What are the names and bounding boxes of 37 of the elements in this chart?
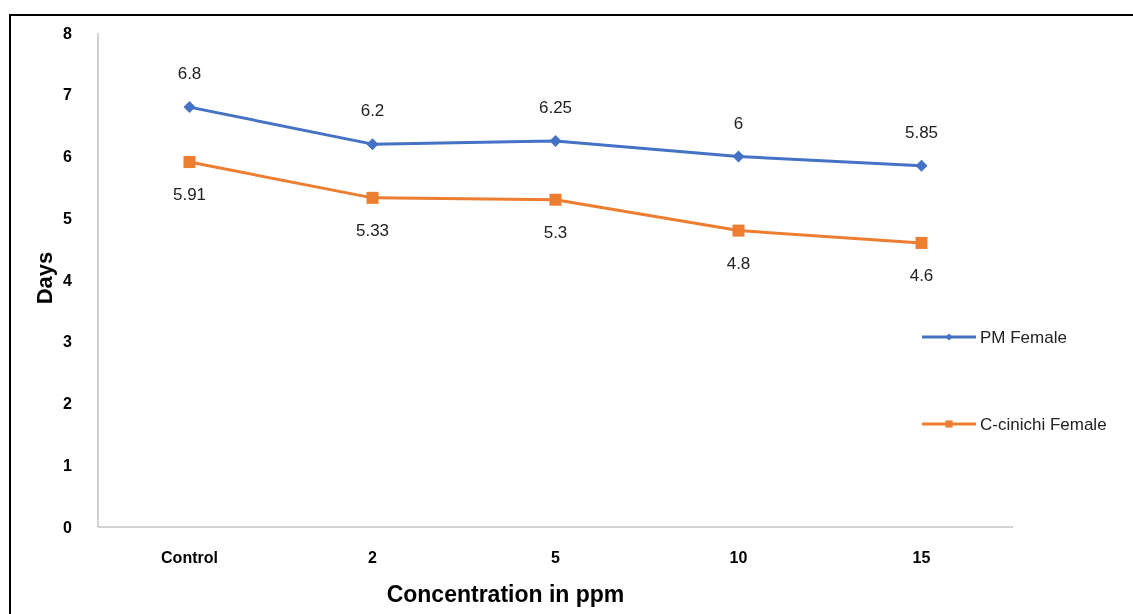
y-tick-label: 7 — [63, 86, 73, 104]
data-label: 5.3 — [543, 222, 568, 242]
legend-label: C-cinichi Female — [980, 414, 1107, 434]
y-tick-label: 2 — [63, 395, 73, 413]
data-label: 6 — [733, 113, 744, 133]
y-tick-label: 8 — [63, 24, 73, 42]
data-label: 6.25 — [538, 98, 573, 118]
y-axis-title: Days — [32, 251, 57, 305]
x-tick-label: 15 — [912, 549, 931, 566]
x-axis-title: Concentration in ppm — [386, 581, 625, 607]
x-tick-label: 10 — [729, 549, 748, 566]
point — [183, 156, 196, 169]
data-label: 5.91 — [172, 185, 207, 205]
point — [732, 150, 745, 163]
point — [915, 236, 928, 249]
data-label: 5.33 — [355, 220, 390, 240]
x-tick-label: 2 — [368, 549, 378, 566]
point — [183, 101, 196, 114]
data-label: 6.8 — [177, 64, 202, 84]
data-label: 4.6 — [909, 265, 934, 285]
y-tick-label: 0 — [63, 518, 73, 536]
x-tick-label: 5 — [551, 549, 561, 566]
point — [549, 193, 562, 206]
y-tick-label: 5 — [63, 209, 73, 227]
point — [732, 224, 745, 237]
point — [366, 138, 379, 151]
data-label: 6.2 — [360, 101, 385, 121]
y-tick-label: 3 — [63, 333, 73, 351]
legend-label: PM Female — [980, 327, 1067, 347]
y-tick-label: 1 — [63, 456, 73, 474]
point — [366, 191, 379, 204]
data-label: 5.85 — [904, 122, 939, 142]
y-tick-label: 6 — [63, 148, 73, 166]
x-tick-label: Control — [161, 549, 218, 566]
point — [549, 135, 562, 148]
y-tick-label: 4 — [63, 271, 73, 289]
data-label: 4.8 — [726, 253, 751, 273]
